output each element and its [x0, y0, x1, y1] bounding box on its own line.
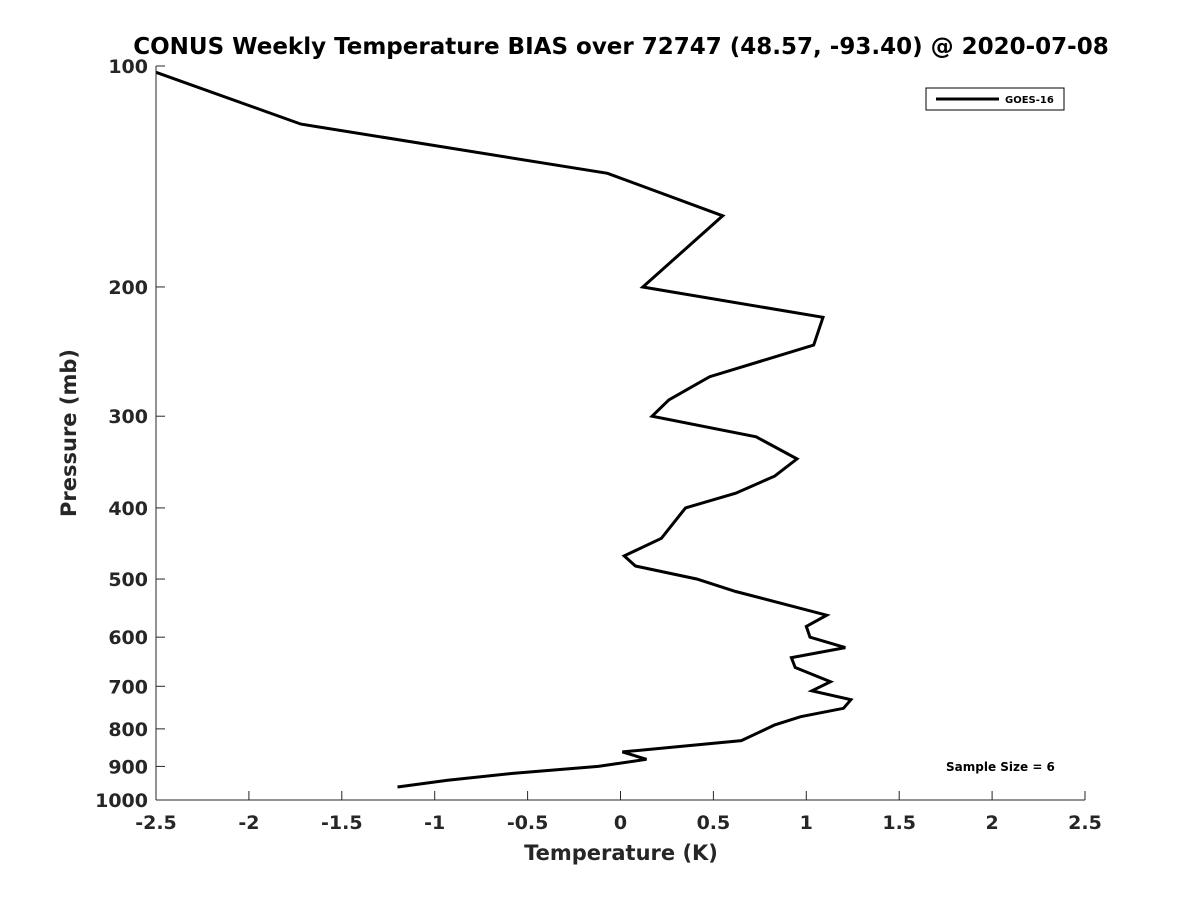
x-tick-label: 0.5 — [697, 812, 731, 834]
y-tick-label: 800 — [108, 719, 148, 741]
x-axis-title: Temperature (K) — [524, 841, 718, 865]
y-tick-label: 700 — [108, 676, 148, 698]
y-tick-label: 100 — [108, 56, 148, 78]
y-tick-label: 200 — [108, 277, 148, 299]
y-tick-label: 1000 — [95, 790, 148, 812]
x-tick-label: 2 — [985, 812, 998, 834]
x-tick-label: -2 — [238, 812, 259, 834]
x-tick-label: -1.5 — [321, 812, 363, 834]
y-tick-label: 300 — [108, 406, 148, 428]
x-tick-label: 1.5 — [882, 812, 916, 834]
y-tick-label: 400 — [108, 498, 148, 520]
x-tick-label: 1 — [800, 812, 813, 834]
x-tick-label: -1 — [424, 812, 445, 834]
ticks-group: -2.5 -2 -1.5 -1 -0.5 0 0.5 1 1.5 2 2.5 100 200 300 400… — [95, 56, 1102, 834]
legend-label-goes-16: GOES-16 — [1005, 95, 1054, 106]
y-axis-title: Pressure (mb) — [57, 349, 81, 517]
x-tick-label: -2.5 — [135, 812, 177, 834]
y-tick-label: 900 — [108, 756, 148, 778]
legend: GOES-16 — [925, 87, 1065, 111]
y-tick-label: 600 — [108, 627, 148, 649]
x-tick-label: 0 — [614, 812, 627, 834]
x-tick-label: -0.5 — [507, 812, 549, 834]
x-tick-label: 2.5 — [1068, 812, 1102, 834]
sample-size-annotation: Sample Size = 6 — [946, 760, 1055, 774]
series-group — [155, 70, 854, 789]
chart-title: CONUS Weekly Temperature BIAS over 72747… — [133, 34, 1108, 60]
y-tick-label: 500 — [108, 569, 148, 591]
series-line-goes-16 — [155, 70, 854, 789]
